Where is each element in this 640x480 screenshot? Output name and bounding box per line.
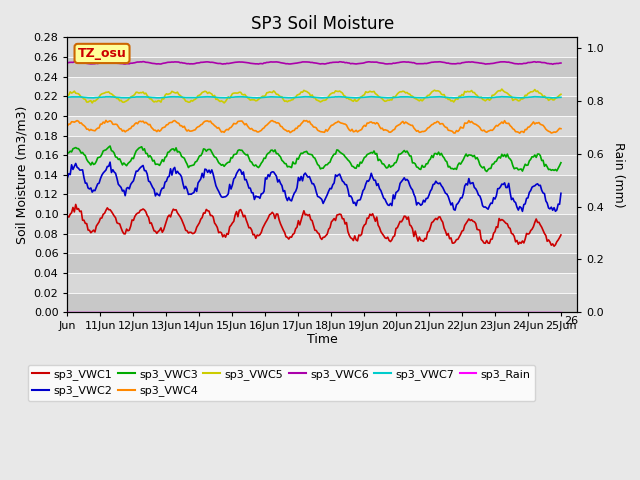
Bar	[67, 77, 577, 96]
Bar	[67, 293, 577, 312]
Bar	[67, 37, 577, 57]
Bar	[67, 135, 577, 155]
Bar	[67, 116, 577, 135]
Bar	[67, 214, 577, 234]
Text: 26: 26	[564, 316, 578, 325]
Bar	[67, 96, 577, 116]
Bar	[67, 253, 577, 273]
Bar	[67, 155, 577, 175]
Title: SP3 Soil Moisture: SP3 Soil Moisture	[251, 15, 394, 33]
X-axis label: Time: Time	[307, 333, 338, 346]
Bar	[67, 234, 577, 253]
Bar	[67, 18, 577, 37]
Legend: sp3_VWC1, sp3_VWC2, sp3_VWC3, sp3_VWC4, sp3_VWC5, sp3_VWC6, sp3_VWC7, sp3_Rain: sp3_VWC1, sp3_VWC2, sp3_VWC3, sp3_VWC4, …	[28, 365, 535, 401]
Y-axis label: Rain (mm): Rain (mm)	[612, 142, 625, 208]
Bar	[67, 175, 577, 194]
Bar	[67, 273, 577, 293]
Bar	[67, 194, 577, 214]
Y-axis label: Soil Moisture (m3/m3): Soil Moisture (m3/m3)	[15, 106, 28, 244]
Text: TZ_osu: TZ_osu	[77, 47, 127, 60]
Bar	[67, 57, 577, 77]
